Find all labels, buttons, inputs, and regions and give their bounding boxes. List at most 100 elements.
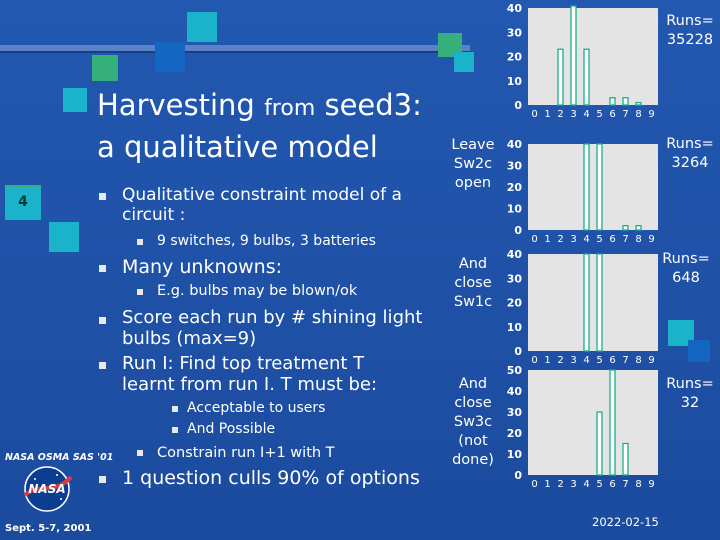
x-tick-label: 7: [622, 234, 628, 245]
x-tick-label: 8: [635, 234, 641, 245]
x-tick-label: 2: [557, 234, 563, 245]
bullet-4-3: Constrain run I+1 with T: [157, 445, 335, 461]
y-tick-label: 20: [507, 181, 523, 194]
x-tick-label: 9: [648, 355, 654, 366]
x-tick-label: 4: [583, 234, 589, 245]
plot-area: [528, 370, 658, 475]
x-tick-label: 4: [583, 479, 589, 490]
nasa-logo-graphic: NASA: [23, 466, 73, 512]
bar: [596, 253, 603, 352]
bullet-marker: [99, 193, 106, 200]
x-tick-label: 9: [648, 109, 654, 120]
y-tick-label: 10: [507, 448, 523, 461]
y-tick-label: 30: [507, 160, 523, 173]
bullet-1: Qualitative constraint model of a circui…: [122, 185, 402, 225]
x-tick-label: 6: [609, 234, 615, 245]
x-tick-label: 2: [557, 355, 563, 366]
bar: [596, 143, 603, 231]
bar: [596, 411, 603, 476]
bar: [622, 442, 629, 476]
chart-3-runs: Runs= 648: [662, 251, 710, 286]
y-tick-label: 40: [507, 2, 523, 15]
x-tick-label: 1: [544, 355, 550, 366]
x-tick-label: 1: [544, 479, 550, 490]
deco-square: [454, 52, 474, 72]
y-tick-label: 50: [507, 364, 523, 377]
x-tick-label: 9: [648, 234, 654, 245]
title-part: from: [264, 96, 316, 121]
y-tick-label: 40: [507, 138, 523, 151]
bullet-marker: [172, 427, 178, 433]
x-tick-label: 6: [609, 479, 615, 490]
bullet-marker: [172, 406, 178, 412]
x-tick-label: 0: [531, 479, 537, 490]
x-tick-label: 1: [544, 234, 550, 245]
x-tick-label: 6: [609, 109, 615, 120]
header-band-shadow: [0, 51, 470, 53]
deco-square: [92, 55, 118, 81]
title-part: Harvesting: [97, 88, 255, 122]
x-tick-label: 8: [635, 479, 641, 490]
chart-3-caption: And close Sw1c: [453, 256, 493, 310]
bullet-marker: [137, 289, 143, 295]
plot-area: [528, 8, 658, 105]
y-tick-label: 40: [507, 248, 523, 261]
slide-number: 4: [18, 194, 28, 210]
x-tick-label: 9: [648, 479, 654, 490]
bullet-marker: [99, 317, 106, 324]
bullet-marker: [99, 265, 106, 272]
page-title: Harvesting from seed3: a qualitative mod…: [97, 86, 422, 166]
x-tick-label: 5: [596, 109, 602, 120]
y-tick-label: 30: [507, 26, 523, 39]
bar: [635, 101, 642, 106]
chart-1-runs: Runs= 35228: [666, 13, 714, 48]
x-tick-label: 3: [570, 234, 576, 245]
chart-2-caption: Leave Sw2c open: [451, 137, 495, 191]
x-tick-label: 3: [570, 355, 576, 366]
title-part: seed3:: [324, 88, 422, 122]
y-tick-label: 20: [507, 427, 523, 440]
bullet-2-1: E.g. bulbs may be blown/ok: [157, 283, 358, 299]
bullet-marker: [137, 450, 143, 456]
nasa-logo-text: NASA: [28, 482, 65, 496]
x-tick-label: 7: [622, 109, 628, 120]
bar: [609, 97, 616, 106]
bullet-4: Run I: Find top treatment T learnt from …: [122, 353, 378, 395]
deco-square: [63, 88, 87, 112]
footer-date-right: 2022-02-15: [592, 515, 659, 529]
y-tick-label: 0: [514, 469, 522, 482]
bar: [557, 48, 564, 106]
x-tick-label: 4: [583, 109, 589, 120]
plot-area: [528, 254, 658, 351]
x-tick-label: 4: [583, 355, 589, 366]
x-tick-label: 6: [609, 355, 615, 366]
deco-square: [155, 42, 185, 72]
bullet-marker: [137, 239, 143, 245]
plot-area: [528, 144, 658, 230]
chart-2-runs: Runs= 3264: [666, 136, 714, 171]
x-tick-label: 3: [570, 479, 576, 490]
bar: [583, 143, 590, 231]
slide-number-badge: 4: [5, 185, 41, 220]
y-tick-label: 20: [507, 297, 523, 310]
y-tick-label: 0: [514, 224, 522, 237]
x-tick-label: 8: [635, 355, 641, 366]
bar: [609, 369, 616, 476]
y-tick-label: 10: [507, 203, 523, 216]
bullet-marker: [99, 476, 106, 483]
bullet-3: Score each run by # shining light bulbs …: [122, 307, 423, 349]
deco-square: [688, 340, 710, 362]
y-tick-label: 40: [507, 385, 523, 398]
header-band: [0, 45, 470, 51]
x-tick-label: 7: [622, 479, 628, 490]
y-tick-label: 10: [507, 321, 523, 334]
y-tick-label: 10: [507, 75, 523, 88]
x-tick-label: 2: [557, 109, 563, 120]
x-tick-label: 0: [531, 109, 537, 120]
y-tick-label: 30: [507, 406, 523, 419]
